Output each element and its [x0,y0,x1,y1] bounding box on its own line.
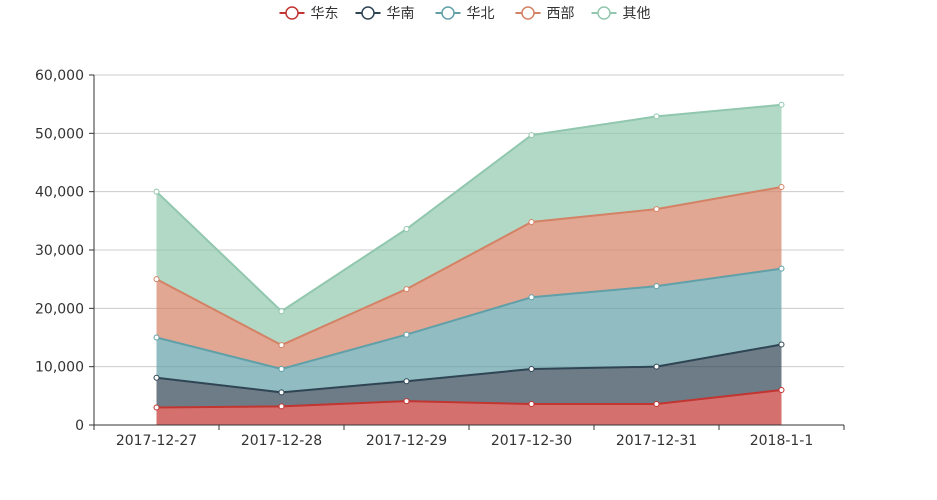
series-area [156,187,782,369]
legend-label: 华东 [311,6,339,22]
data-point [653,113,660,120]
data-point [153,374,160,381]
legend-item: 华北 [435,6,495,22]
data-point [403,331,410,338]
data-point [528,294,535,301]
data-point [528,219,535,225]
data-point [403,398,410,405]
series-lines [155,103,782,409]
y-tick-label: 0 [75,418,84,434]
data-point [403,226,410,232]
series-area [156,390,782,425]
x-tick-label: 2017-12-30 [491,433,572,449]
data-point [653,206,660,213]
axes: 0 10,000 20,000 30,000 40,000 50,000 60,000 201… [35,68,845,449]
legend-item: 华东 [279,6,339,22]
data-point [778,184,785,190]
legend-circle-symbol [597,6,611,20]
data-point [153,404,160,411]
series-line [156,186,782,347]
data-point [528,132,535,139]
series-line [155,103,782,313]
data-point [778,265,785,272]
y-tick-label: 50,000 [35,126,84,142]
y-tick-label: 10,000 [35,360,84,376]
data-point [528,366,535,372]
legend-circle-symbol [285,6,299,20]
data-point [778,387,785,393]
y-tick-label: 30,000 [35,243,84,259]
data-point [653,283,660,290]
legend-item: 其他 [591,6,651,22]
legend-circle-symbol [441,6,455,20]
x-tick-label: 2017-12-29 [366,433,447,449]
series-points [153,101,785,411]
data-point [153,276,160,283]
series-line [156,267,782,371]
data-point [653,363,660,370]
legend-label: 其他 [623,6,651,22]
data-point [278,308,285,315]
series-line [156,343,782,394]
legend-label: 西部 [547,6,575,22]
series-areas [156,104,782,425]
data-point [403,378,410,385]
data-point [778,101,785,108]
y-tick-label: 40,000 [35,185,84,201]
legend-circle-symbol [361,6,375,20]
data-point [278,403,285,410]
x-tick-label: 2017-12-31 [616,433,697,449]
data-point [653,401,660,407]
legend-label: 华南 [387,6,415,22]
x-tick-label: 2018-1-1 [750,433,814,449]
legend-label: 华北 [467,6,495,22]
legend: 华东 华南 华北 西部 其他 [279,6,651,22]
data-point [403,286,410,293]
legend-item: 西部 [515,6,575,22]
y-tick-label: 20,000 [35,301,84,317]
series-area [156,104,782,346]
data-point [153,188,160,195]
y-tick-label: 60,000 [35,68,84,84]
data-point [278,389,285,396]
data-point [778,341,785,348]
data-point [528,401,535,407]
legend-circle-symbol [521,6,535,20]
legend-item: 华南 [355,6,415,22]
data-point [278,366,285,372]
x-tick-label: 2017-12-28 [241,433,322,449]
data-point [153,334,160,341]
data-point [278,342,285,349]
x-tick-label: 2017-12-27 [116,433,197,449]
series-line [156,389,782,409]
